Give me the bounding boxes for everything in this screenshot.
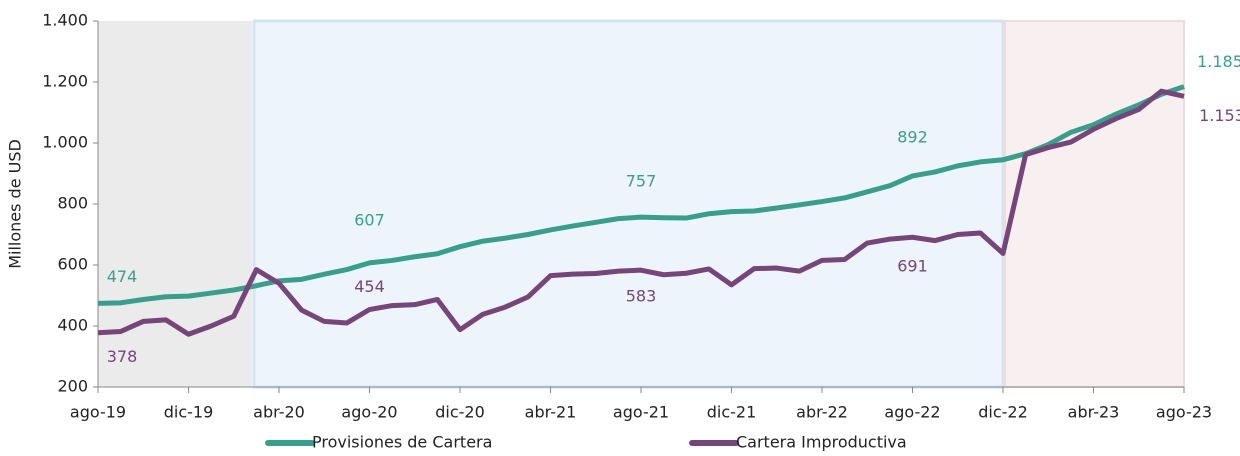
- series-line: [97, 88, 1185, 337]
- x-tick-label: ago-23: [1156, 403, 1212, 422]
- data-label: 454: [354, 277, 385, 296]
- data-label: 607: [354, 210, 385, 229]
- y-axis-label: Millones de USD: [6, 139, 25, 269]
- data-label: 1.153: [1199, 106, 1240, 125]
- period-shade: [1004, 20, 1185, 388]
- data-label: 691: [897, 257, 928, 276]
- y-tick-label: 800: [57, 194, 88, 213]
- x-tick-label: dic-19: [164, 403, 214, 422]
- x-tick-label: abr-22: [796, 403, 848, 422]
- x-tick-label: abr-20: [253, 403, 305, 422]
- x-tick-label: ago-21: [613, 403, 669, 422]
- x-tick-label: ago-19: [70, 403, 126, 422]
- x-tick-label: dic-20: [435, 403, 485, 422]
- data-label: 378: [107, 347, 138, 366]
- y-tick-label: 1.400: [42, 11, 88, 30]
- legend-label: Cartera Improductiva: [736, 433, 907, 452]
- x-tick-label: ago-20: [341, 403, 397, 422]
- legend-label: Provisiones de Cartera: [312, 433, 492, 452]
- x-tick-label: ago-22: [884, 403, 940, 422]
- x-tick-label: dic-21: [707, 403, 757, 422]
- x-tick-label: dic-22: [978, 403, 1028, 422]
- data-label: 583: [626, 287, 657, 306]
- data-label: 474: [107, 267, 138, 286]
- x-tick-label: abr-23: [1068, 403, 1120, 422]
- y-tick-label: 200: [57, 377, 88, 396]
- y-tick-label: 1.000: [42, 133, 88, 152]
- data-label: 757: [626, 172, 657, 191]
- y-tick-label: 600: [57, 255, 88, 274]
- y-tick-label: 1.200: [42, 72, 88, 91]
- data-label: 1.185: [1197, 52, 1240, 71]
- y-tick-label: 400: [57, 316, 88, 335]
- x-tick-label: abr-21: [525, 403, 577, 422]
- period-shade: [252, 19, 1005, 389]
- data-label: 892: [897, 127, 928, 146]
